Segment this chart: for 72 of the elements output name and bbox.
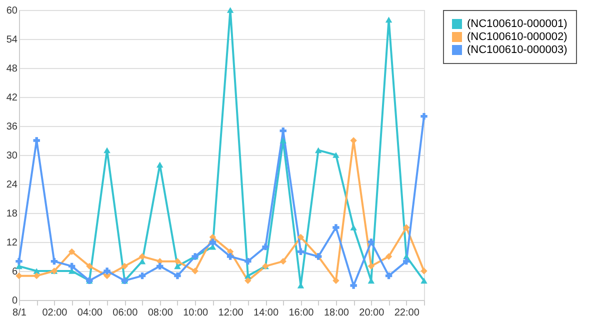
x-tick-label: 06:00 [112,308,138,318]
point [297,248,304,256]
point [420,268,428,274]
point [332,224,340,231]
point [350,137,357,144]
x-tick-label: 14:00 [254,308,279,318]
point [68,248,76,256]
point [174,272,181,280]
x-tick-label: 8/1 [12,308,27,318]
point [244,258,252,265]
point [174,263,181,270]
legend-label: (NC100610-000002) [467,31,568,43]
point [86,262,93,270]
y-tick-label: 12 [6,238,18,248]
y-tick-label: 48 [6,64,18,74]
legend-label: (NC100610-000001) [467,18,568,30]
point [156,262,164,270]
y-tick-label: 6 [12,266,18,278]
point [262,243,269,250]
point [226,253,234,260]
point [420,278,428,284]
point [156,162,164,168]
point [385,16,392,23]
y-tick-label: 0 [12,296,18,306]
point [209,238,216,246]
point [420,112,428,120]
point [138,253,146,260]
point [385,272,392,280]
point [332,277,340,284]
point [403,224,410,231]
point [280,258,286,265]
point [33,137,40,144]
point [104,147,110,154]
point [314,147,322,154]
y-tick-label: 24 [6,180,18,190]
point [138,272,146,280]
x-tick-label: 16:00 [288,308,314,318]
x-tick-label: 18:00 [324,308,350,318]
x-tick-label: 20:00 [359,308,385,318]
point [104,268,110,274]
x-tick-label: 04:00 [77,308,103,318]
x-tick-label: 02:00 [42,308,68,318]
y-tick-label: 30 [6,150,18,162]
x-tick-label: 10:00 [183,308,209,318]
y-tick-label: 18 [6,208,18,220]
point [174,258,181,265]
point [280,138,286,144]
x-tick-label: 12:00 [218,308,244,318]
point [350,282,357,289]
point [350,224,357,230]
point [244,277,252,284]
point [33,272,40,280]
y-tick-label: 36 [6,122,18,132]
point [68,262,76,270]
y-tick-label: 42 [6,92,18,104]
point [280,127,286,134]
point [297,234,304,241]
point [332,152,340,158]
point [368,238,375,246]
point [385,253,392,260]
legend-label: (NC100610-000003) [467,44,568,56]
point [403,258,410,265]
point [226,7,234,13]
point [50,258,58,265]
point [121,262,128,270]
y-tick-label: 54 [6,34,18,46]
point [368,262,375,270]
point [16,258,22,265]
y-tick-label: 60 [6,6,18,16]
x-tick-label: 22:00 [394,308,420,318]
x-tick-label: 08:00 [148,308,174,318]
point [192,268,198,274]
